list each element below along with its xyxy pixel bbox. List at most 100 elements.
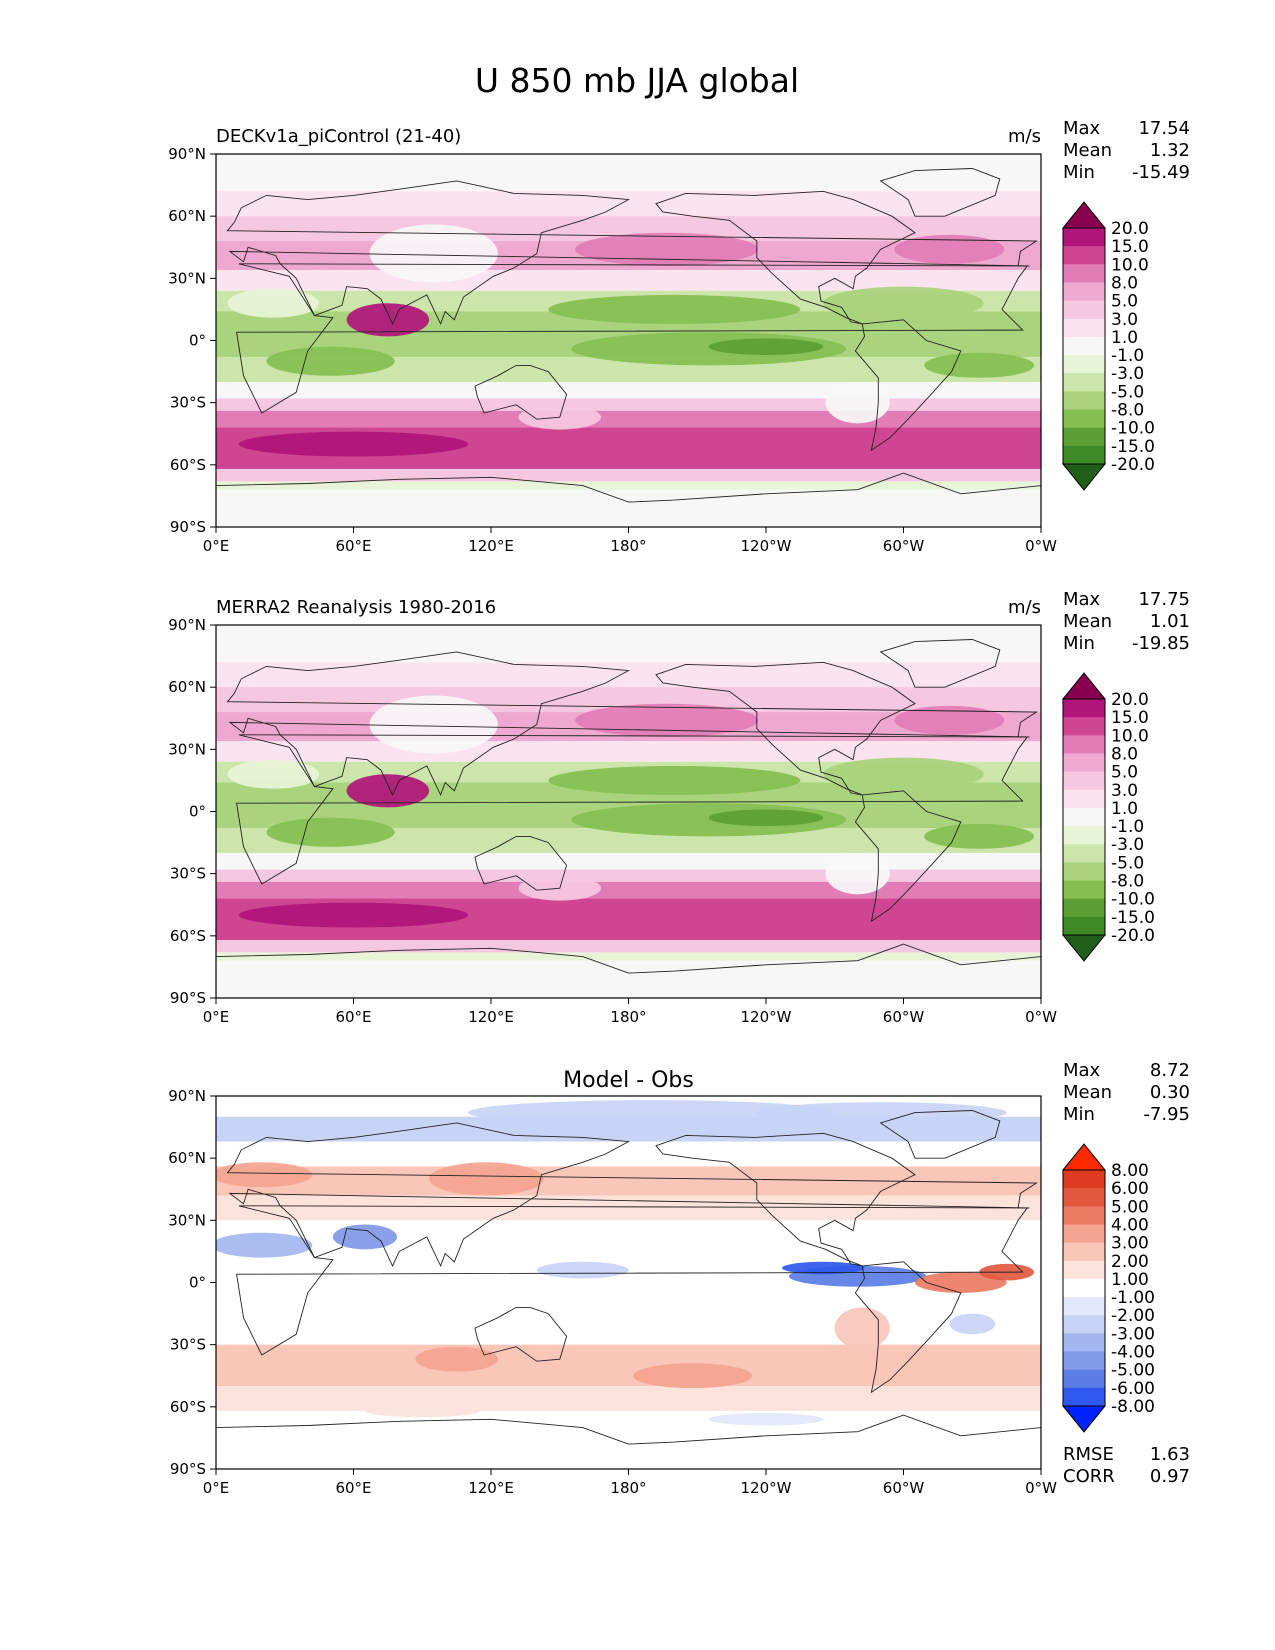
panel-title: Model - Obs: [563, 1068, 694, 1093]
field-blob: [924, 823, 1035, 849]
colorbar-label: 3.00: [1111, 1234, 1149, 1254]
stat-label: Mean: [1063, 1082, 1112, 1103]
y-tick-label: 90°S: [170, 1460, 206, 1478]
colorbar-label: 15.0: [1111, 237, 1149, 257]
stat-label: Min: [1063, 162, 1095, 183]
units-label: m/s: [1008, 126, 1041, 147]
field-band: [216, 939, 1041, 953]
field-blob: [364, 1404, 480, 1418]
coastline: [854, 1261, 962, 1394]
x-tick-label: 120°W: [741, 1479, 792, 1497]
y-tick-label: 0°: [189, 332, 206, 350]
panel-3: 0°E 60°E 120°E 180° 120°W 60°W 0°W 90°N 60°N 30°N…: [168, 1060, 1190, 1497]
colorbar-label: -10.0: [1111, 419, 1155, 439]
field-blob: [708, 1413, 824, 1426]
colorbar-segment: [1063, 1387, 1105, 1407]
colorbar-label: 5.0: [1111, 763, 1138, 783]
x-tick-label: 180°: [610, 1008, 646, 1026]
colorbar-label: 20.0: [1111, 690, 1149, 710]
x-tick-label: 0°E: [203, 1479, 230, 1497]
stat-label: Max: [1063, 118, 1101, 139]
x-tick-label: 0°E: [203, 537, 230, 555]
colorbar-segment: [1063, 409, 1105, 429]
field-band: [216, 625, 1041, 663]
colorbar-segment: [1063, 318, 1105, 338]
colorbar-label: -3.00: [1111, 1324, 1155, 1344]
coastline: [216, 943, 1041, 998]
field-band: [216, 1427, 1041, 1469]
y-tick-label: 90°N: [168, 145, 206, 163]
coastline: [655, 190, 916, 325]
x-tick-label: 0°E: [203, 1008, 230, 1026]
field-blob: [227, 288, 320, 318]
colorbar-label: 10.0: [1111, 726, 1149, 746]
colorbar-segment: [1063, 844, 1105, 863]
colorbar-label: 8.00: [1111, 1161, 1149, 1181]
field-band: [216, 154, 1041, 192]
field-blob: [216, 1232, 313, 1258]
field-band: [216, 1410, 1041, 1428]
field-2: [216, 625, 1041, 998]
field-band: [216, 410, 1041, 428]
metric-label: RMSE: [1063, 1444, 1114, 1465]
stat-label: Max: [1063, 1060, 1101, 1081]
colorbar-extend-min: [1061, 1405, 1107, 1433]
colorbar-segment: [1063, 355, 1105, 374]
colorbar-label: -3.0: [1111, 835, 1144, 855]
panel-title: DECKv1a_piControl (21-40): [216, 126, 461, 147]
field-blob: [924, 352, 1035, 378]
x-tick-label: 180°: [610, 1479, 646, 1497]
field-band: [216, 1141, 1041, 1167]
colorbar-label: 10.0: [1111, 255, 1149, 275]
coastline: [236, 1205, 1029, 1356]
colorbar-label: 15.0: [1111, 708, 1149, 728]
field-band: [216, 468, 1041, 482]
field-blob: [346, 774, 430, 808]
colorbar-segment: [1063, 862, 1105, 882]
colorbar-extend-max: [1061, 201, 1107, 229]
field-blob: [216, 1162, 313, 1188]
colorbar-segment: [1063, 880, 1105, 900]
x-tick-label: 120°E: [468, 1479, 514, 1497]
coastline: [226, 651, 1038, 797]
field-blob: [894, 705, 1005, 735]
colorbar-label: -1.0: [1111, 346, 1144, 366]
field-blob: [825, 381, 890, 424]
field-band: [216, 960, 1041, 998]
y-tick-label: 90°N: [168, 616, 206, 634]
coastline: [236, 263, 1029, 414]
colorbar-label: 4.00: [1111, 1215, 1149, 1235]
field-blob: [238, 431, 469, 457]
colorbar: 8.006.005.004.003.002.001.00-1.00-2.00-3…: [1061, 1143, 1155, 1433]
colorbar-segment: [1063, 1224, 1105, 1244]
panel-2: 0°E 60°E 120°E 180° 120°W 60°W 0°W 90°N 60°N 30°N…: [168, 589, 1190, 1026]
colorbar-label: -20.0: [1111, 926, 1155, 946]
colorbar-segment: [1063, 246, 1105, 265]
stat-value: 1.01: [1150, 611, 1190, 632]
coastline: [216, 1414, 1041, 1469]
colorbar-segment: [1063, 282, 1105, 302]
colorbar-extend-min: [1061, 934, 1107, 962]
field-band: [216, 1386, 1041, 1411]
x-tick-label: 0°W: [1025, 1479, 1057, 1497]
x-tick-label: 60°W: [883, 1479, 925, 1497]
coastline: [879, 168, 1001, 217]
colorbar-segment: [1063, 1278, 1105, 1298]
x-tick-label: 60°E: [335, 1008, 371, 1026]
panel-title: MERRA2 Reanalysis 1980-2016: [216, 597, 496, 618]
colorbar-label: 5.0: [1111, 292, 1138, 312]
colorbar-label: -6.00: [1111, 1379, 1155, 1399]
coastline: [474, 1306, 568, 1362]
coastline: [226, 180, 1038, 326]
field-blob: [266, 817, 395, 847]
colorbar-segment: [1063, 1315, 1105, 1334]
x-tick-label: 120°W: [741, 537, 792, 555]
field-blob: [429, 1162, 544, 1196]
field-blob: [548, 294, 801, 324]
field-blob: [415, 1346, 498, 1372]
colorbar-segment: [1063, 1242, 1105, 1262]
x-tick-label: 0°W: [1025, 537, 1057, 555]
colorbar-label: -1.0: [1111, 817, 1144, 837]
colorbar-label: -15.0: [1111, 437, 1155, 457]
field-blob: [823, 286, 984, 320]
